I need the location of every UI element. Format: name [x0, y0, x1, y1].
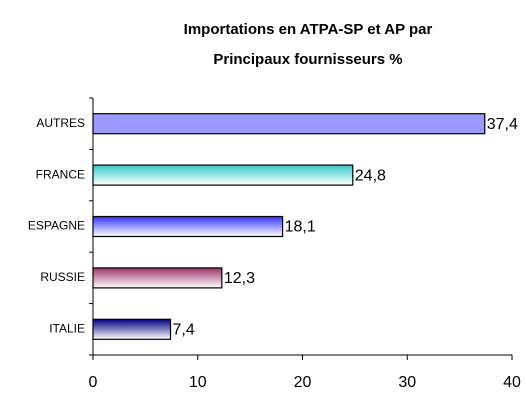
y-tick-label: RUSSIE: [40, 270, 85, 284]
x-tick-label: 0: [89, 374, 98, 391]
y-tick-label: FRANCE: [36, 167, 85, 181]
chart-title: Principaux fournisseurs %: [213, 51, 402, 68]
bar: [92, 113, 486, 135]
value-label: 7,4: [173, 322, 195, 339]
x-tick-label: 10: [189, 374, 207, 391]
value-label: 37,4: [487, 116, 518, 133]
y-tick-label: ITALIE: [49, 321, 85, 335]
bar: [92, 215, 284, 238]
bar: [92, 318, 172, 340]
y-tick-label: ESPAGNE: [28, 219, 85, 233]
bar: [92, 164, 354, 186]
x-tick-label: 20: [294, 374, 312, 391]
bar: [92, 267, 223, 289]
value-label: 12,3: [224, 270, 255, 287]
y-tick-label: AUTRES: [36, 116, 85, 130]
x-tick-label: 40: [503, 374, 521, 391]
value-label: 18,1: [285, 219, 316, 236]
x-tick-label: 30: [398, 374, 416, 391]
value-label: 24,8: [355, 167, 386, 184]
chart-title: Importations en ATPA-SP et AP par: [184, 21, 433, 38]
